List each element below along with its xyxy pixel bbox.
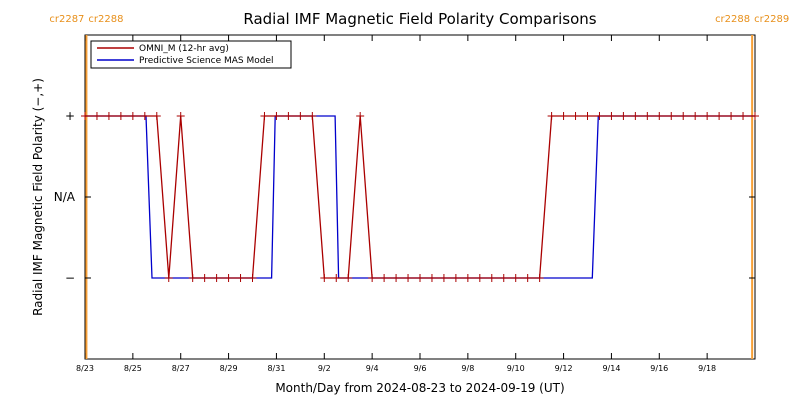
data-point-0-48: [655, 112, 664, 120]
data-point-0-7: [164, 274, 173, 282]
x-tick-label-2: 8/27: [172, 364, 190, 373]
data-point-0-46: [631, 112, 640, 120]
data-point-0-12: [224, 274, 233, 282]
data-point-0-13: [236, 274, 245, 282]
data-point-0-28: [416, 274, 424, 282]
x-tick-label-10: 9/12: [555, 364, 573, 373]
data-point-0-18: [296, 112, 305, 120]
data-point-0-42: [583, 112, 592, 120]
data-point-0-32: [463, 274, 472, 282]
data-point-0-51: [691, 112, 700, 120]
data-point-0-34: [487, 274, 496, 282]
data-point-0-14: [248, 274, 257, 282]
x-tick-label-4: 8/31: [267, 364, 285, 373]
data-point-0-52: [703, 112, 712, 120]
legend-box: [90, 40, 292, 69]
carrington-label-after-0: cr2288: [88, 14, 123, 25]
data-point-0-26: [392, 274, 401, 282]
x-axis-label: Month/Day from 2024-08-23 to 2024-09-19 …: [275, 381, 564, 395]
x-tick-label-0: 8/23: [76, 364, 94, 373]
x-tick-label-13: 9/18: [698, 364, 716, 373]
data-point-0-36: [511, 274, 520, 282]
data-point-0-20: [320, 274, 329, 282]
data-point-0-25: [380, 274, 389, 282]
data-point-0-53: [715, 112, 724, 120]
x-tick-label-8: 9/8: [461, 364, 474, 373]
data-point-0-19: [308, 112, 317, 120]
x-tick-label-1: 8/25: [124, 364, 142, 373]
data-point-0-41: [571, 112, 580, 120]
carrington-label-after-1: cr2289: [754, 14, 789, 25]
data-point-0-2: [104, 112, 113, 120]
data-point-0-33: [475, 274, 484, 282]
data-point-0-3: [116, 112, 125, 120]
x-axis-ticks: 8/23 8/25 8/27 8/29 8/31 9/2 9/4 9/6 9/8 9/10 9/12…: [76, 35, 716, 373]
data-point-0-29: [427, 274, 436, 282]
data-point-0-40: [559, 112, 568, 120]
data-point-0-21: [332, 274, 341, 282]
data-point-0-27: [404, 274, 413, 282]
data-point-0-6: [152, 112, 161, 120]
x-tick-label-12: 9/16: [650, 364, 668, 373]
data-point-0-54: [727, 112, 736, 120]
legend: OMNI_M (12-hr avg) Predictive Science MA…: [90, 40, 292, 69]
data-point-0-39: [547, 112, 556, 120]
data-point-0-17: [284, 112, 293, 120]
data-point-0-5: [140, 112, 149, 120]
data-point-0-15: [260, 112, 269, 120]
y-tick-label-2: −: [65, 271, 75, 285]
data-point-0-11: [212, 274, 221, 282]
data-point-0-23: [356, 112, 365, 120]
data-point-0-22: [344, 274, 353, 282]
y-tick-label-1: N/A: [54, 190, 76, 204]
data-point-0-31: [451, 274, 460, 282]
data-point-0-0: [81, 112, 89, 120]
data-point-0-10: [200, 274, 209, 282]
data-point-0-55: [739, 112, 748, 120]
y-axis-label: Radial IMF Magnetic Field Polarity (−,+): [31, 78, 45, 316]
x-tick-label-9: 9/10: [507, 364, 525, 373]
data-point-0-8: [176, 112, 185, 120]
chart-title: Radial IMF Magnetic Field Polarity Compa…: [243, 10, 596, 28]
data-point-0-30: [439, 274, 448, 282]
carrington-label-before-1: cr2288: [715, 14, 750, 25]
data-point-0-38: [535, 274, 544, 282]
carrington-label-before-0: cr2287: [49, 14, 84, 25]
legend-label-mas: Predictive Science MAS Model: [139, 56, 274, 66]
data-point-0-43: [595, 112, 604, 120]
data-point-0-4: [128, 112, 137, 120]
data-point-0-35: [499, 274, 508, 282]
data-point-0-56: [751, 112, 759, 120]
series-layer: [81, 112, 759, 282]
x-tick-label-6: 9/4: [366, 364, 379, 373]
data-point-0-47: [643, 112, 652, 120]
x-tick-label-3: 8/29: [220, 364, 238, 373]
data-point-0-49: [667, 112, 676, 120]
y-tick-label-0: +: [65, 109, 75, 123]
x-tick-label-5: 9/2: [318, 364, 331, 373]
data-point-0-50: [679, 112, 688, 120]
data-point-0-44: [607, 112, 616, 120]
data-point-0-9: [188, 274, 197, 282]
data-point-0-1: [92, 112, 101, 120]
x-tick-label-7: 9/6: [414, 364, 427, 373]
data-point-0-45: [619, 112, 628, 120]
x-tick-label-11: 9/14: [602, 364, 620, 373]
data-point-0-16: [272, 112, 281, 120]
data-point-0-37: [523, 274, 532, 282]
legend-label-omni: OMNI_M (12-hr avg): [139, 44, 229, 54]
data-point-0-24: [368, 274, 377, 282]
